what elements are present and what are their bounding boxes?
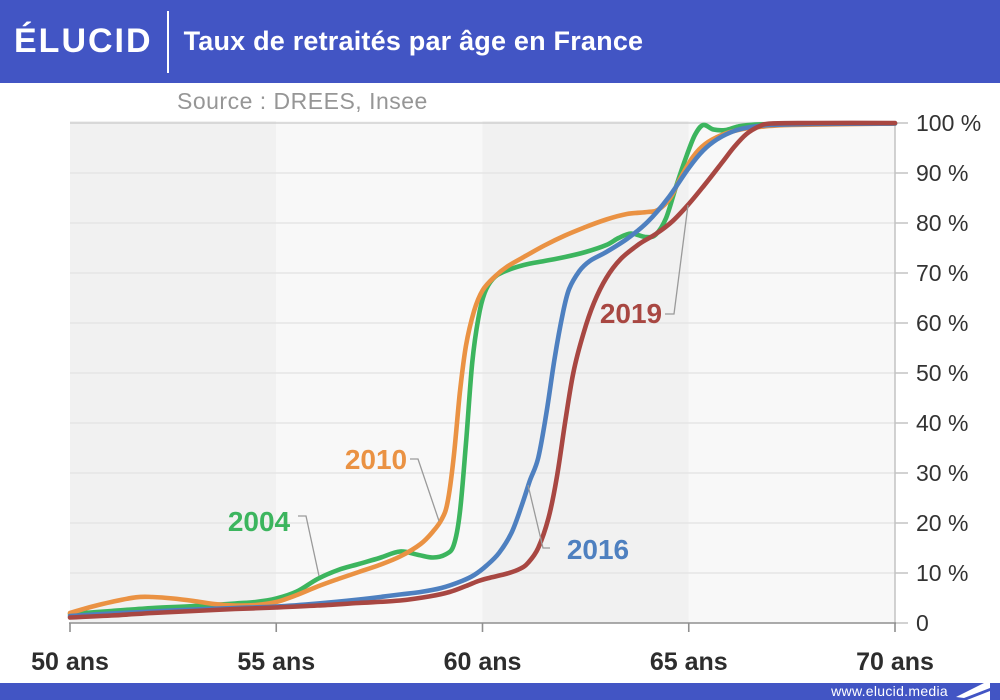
series-label-2010: 2010 <box>345 444 407 475</box>
series-line-2019 <box>67 120 898 620</box>
y-axis-label: 80 % <box>916 210 968 236</box>
elucid-logo: ÉLUCID <box>14 22 153 60</box>
y-axis-label: 10 % <box>916 560 968 586</box>
plot-band <box>482 121 689 623</box>
x-axis-label: 55 ans <box>237 648 315 676</box>
y-axis-label: 70 % <box>916 260 968 286</box>
y-axis-label: 30 % <box>916 460 968 486</box>
y-axis-label: 90 % <box>916 160 968 186</box>
x-axis-label: 50 ans <box>31 648 109 676</box>
series-label-2016: 2016 <box>567 534 629 565</box>
header-bar: ÉLUCID Taux de retraités par âge en Fran… <box>0 0 1000 83</box>
y-axis-label: 60 % <box>916 310 968 336</box>
series-line-2004 <box>67 121 898 617</box>
y-axis-label: 20 % <box>916 510 968 536</box>
plot-band <box>70 121 277 623</box>
elucid-flag-icon <box>956 680 990 700</box>
x-axis-label: 70 ans <box>856 648 934 676</box>
series-leader-2004 <box>298 515 320 577</box>
y-axis-label: 100 % <box>916 110 981 136</box>
source-label: Source : DREES, Insee <box>177 88 428 114</box>
page-title: Taux de retraités par âge en France <box>183 26 644 56</box>
y-axis-label: 50 % <box>916 360 968 386</box>
series-leader-2016 <box>527 484 550 549</box>
series-label-2019: 2019 <box>600 298 662 329</box>
footer-url[interactable]: www.elucid.media <box>831 683 948 699</box>
series-label-2004: 2004 <box>228 506 291 537</box>
y-axis-label: 0 <box>916 610 929 636</box>
x-axis-label: 60 ans <box>444 648 522 676</box>
footer-bar <box>0 683 1000 700</box>
plot-band <box>688 121 895 623</box>
header-divider <box>166 10 169 73</box>
x-axis-label: 65 ans <box>650 648 728 676</box>
series-leader-2019 <box>665 204 689 315</box>
series-leader-2010 <box>410 458 440 522</box>
y-axis-label: 40 % <box>916 410 968 436</box>
